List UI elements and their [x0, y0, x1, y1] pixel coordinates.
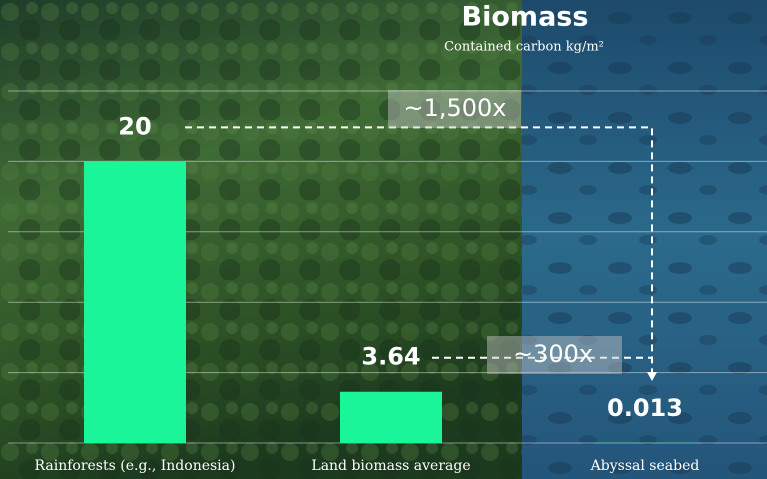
value-label: 20 — [118, 112, 151, 140]
chart-title: Biomass — [462, 2, 589, 33]
annotation: ~1,500x — [403, 94, 506, 122]
value-label: 0.013 — [607, 394, 683, 422]
arrow-head — [647, 372, 657, 381]
annotation-box — [388, 90, 521, 128]
bar — [340, 391, 442, 443]
bar — [84, 161, 186, 443]
value-label: 3.64 — [361, 343, 420, 371]
x-tick-label: Abyssal seabed — [590, 458, 700, 474]
x-tick-label: Rainforests (e.g., Indonesia) — [35, 458, 236, 474]
chart-subtitle: Contained carbon kg/m² — [444, 40, 604, 55]
forest-texture — [0, 0, 522, 479]
x-tick-label: Land biomass average — [311, 458, 470, 474]
annotation: ~300x — [513, 340, 593, 368]
seabed-texture — [522, 0, 767, 479]
annotation-box — [487, 336, 622, 374]
